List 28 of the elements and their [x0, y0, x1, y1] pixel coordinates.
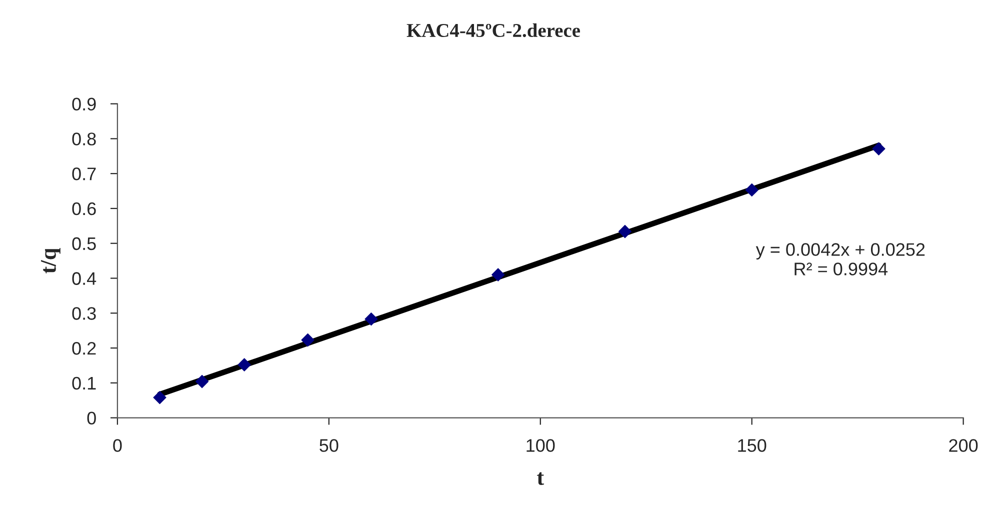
chart-title: KAC4-45ºC-2.derece: [406, 23, 580, 38]
point: [618, 224, 632, 238]
y-tick-label: 0.9: [72, 98, 96, 111]
y-tick-label: 0.6: [72, 202, 96, 216]
x-tick-label: 150: [738, 439, 766, 452]
x-tick-label: 100: [526, 439, 555, 452]
point: [364, 312, 378, 326]
y-tick-label: 0.3: [72, 307, 96, 320]
y-tick-label: 0.1: [72, 376, 96, 390]
annotation: y = 0.0042x + 0.0252 R² = 0.9994: [756, 243, 925, 276]
y-tick-label: 0.5: [72, 237, 96, 250]
y-tick-label: 0.2: [72, 342, 96, 355]
y-tick-label: 0.7: [72, 168, 96, 180]
y-tick-label: 0: [87, 412, 96, 425]
point: [195, 374, 209, 388]
point: [872, 142, 886, 156]
x-tick-label: 50: [320, 439, 338, 452]
y-tick-label: 0.8: [72, 132, 96, 146]
point: [238, 358, 251, 372]
y-axis-title: t/q: [41, 248, 60, 274]
point: [153, 390, 166, 404]
point: [301, 333, 314, 347]
x-tick-label: 200: [949, 439, 978, 452]
point: [492, 268, 505, 282]
y-tick-label: 0.4: [72, 272, 96, 285]
x-tick-label: 0: [113, 439, 122, 452]
x-axis-title: t: [537, 472, 544, 485]
point: [745, 183, 758, 197]
